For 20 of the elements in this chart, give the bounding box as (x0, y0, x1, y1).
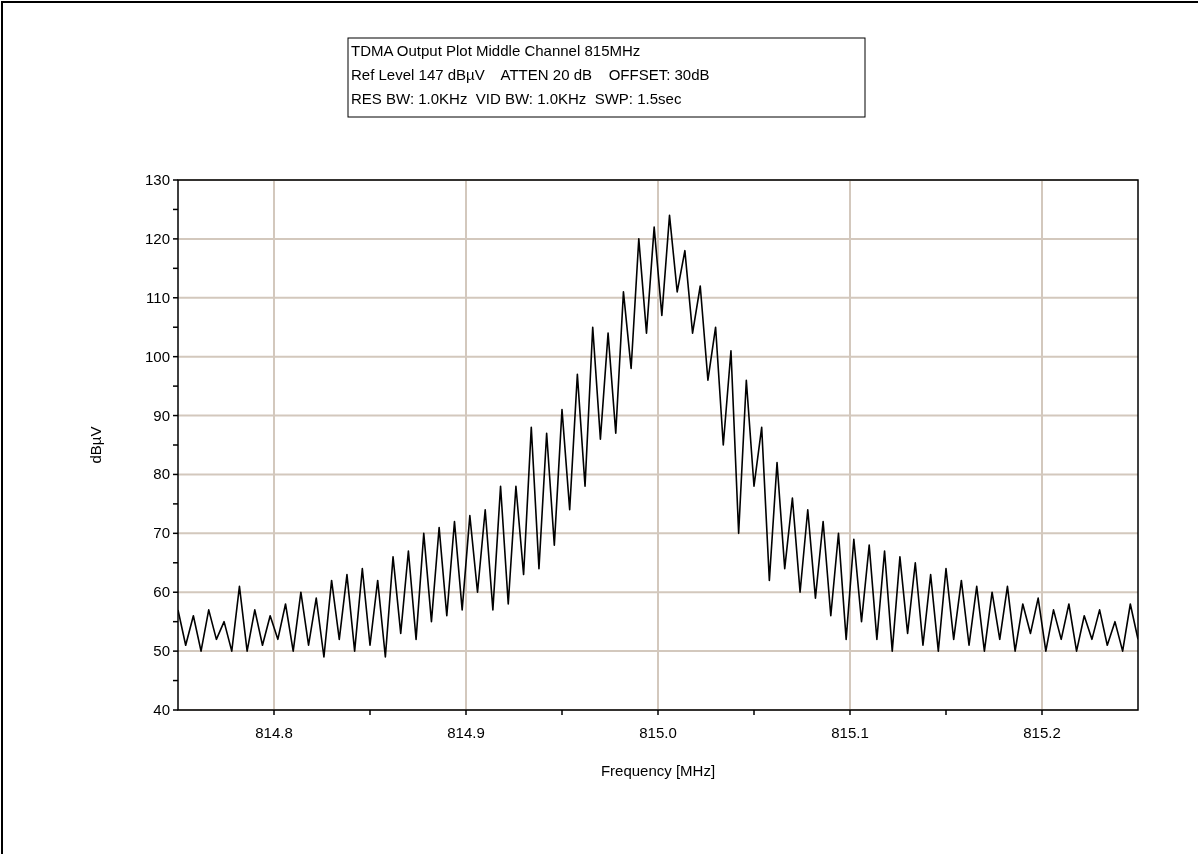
x-tick-label: 815.0 (639, 724, 677, 741)
x-tick-label: 814.8 (255, 724, 293, 741)
y-axis-title: dBµV (87, 426, 104, 464)
y-tick-label: 90 (153, 406, 170, 424)
x-tick-label: 815.2 (1023, 724, 1061, 741)
y-tick-label: 70 (153, 524, 170, 542)
y-tick-label: 60 (153, 583, 170, 601)
y-tick-label: 110 (146, 288, 170, 306)
y-tick-label: 50 (153, 642, 170, 660)
y-tick-label: 40 (153, 701, 170, 718)
y-tick-label: 130 (144, 171, 170, 188)
x-tick-label: 815.1 (831, 724, 869, 741)
y-tick-label: 120 (144, 229, 170, 247)
x-axis-title: Frequency [MHz] (600, 762, 716, 779)
text: RES BW: 1.0KHz VID BW: 1.0KHz SWP: 1.5sec (351, 90, 682, 107)
y-tick-label: 80 (153, 465, 170, 483)
chart-title: TDMA Output Plot Middle Channel 815MHz (351, 42, 641, 59)
y-tick-label: 100 (144, 347, 170, 365)
chart-subtitle: Ref Level 147 dBµV ATTEN 20 dB OFFSET: 30dB (351, 66, 710, 83)
x-tick-label: 814.9 (447, 724, 485, 741)
